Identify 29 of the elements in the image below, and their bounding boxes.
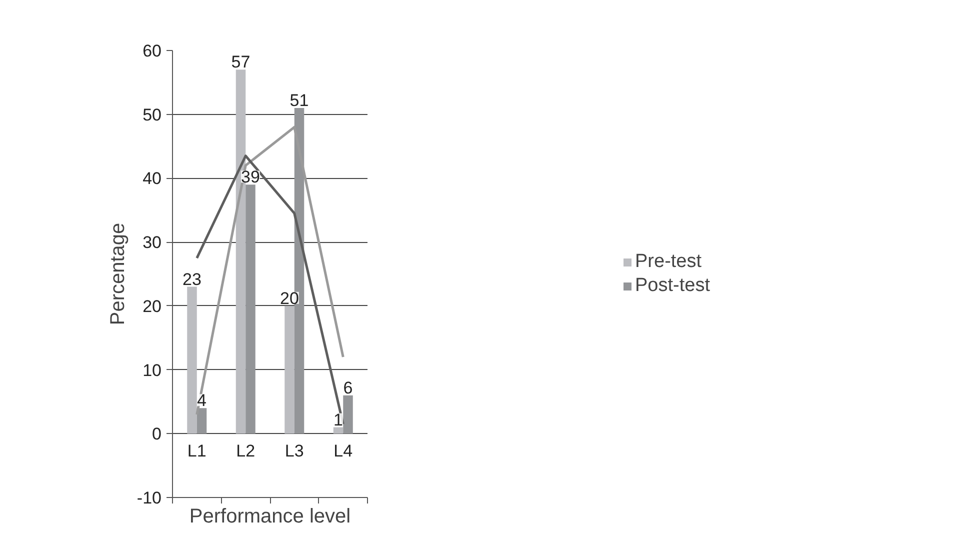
legend-label: Post-test [635, 274, 710, 296]
data-label: 51 [290, 90, 309, 110]
data-label: 39 [241, 168, 260, 187]
y-tick-label: 60 [142, 42, 162, 60]
data-label: 6 [343, 378, 353, 398]
y-tick-label: 20 [142, 296, 162, 316]
x-tick-label: L3 [284, 442, 304, 461]
data-label: 57 [231, 52, 250, 72]
data-label: 4 [197, 391, 206, 410]
data-label: 20 [280, 288, 299, 308]
data-label: 23 [182, 270, 202, 289]
y-tick-label: -10 [136, 488, 162, 508]
y-tick-label: 30 [142, 233, 162, 252]
y-tick-label: 0 [152, 424, 162, 444]
y-tick-label: 40 [142, 169, 162, 188]
x-tick-label: L2 [236, 442, 256, 461]
y-axis-title: Percentage [106, 222, 129, 326]
y-tick-label: 50 [142, 105, 162, 124]
bar [343, 395, 353, 434]
x-tick-label: L4 [334, 442, 353, 461]
bar [246, 184, 256, 434]
data-label: 1 [334, 410, 343, 430]
x-axis-title: Performance level [189, 506, 351, 528]
legend-label: Pre-test [635, 250, 702, 272]
x-tick-label: L1 [187, 442, 206, 461]
bar [284, 306, 294, 434]
bar [333, 427, 344, 434]
bar [187, 286, 197, 434]
y-tick-label: 10 [142, 360, 162, 380]
